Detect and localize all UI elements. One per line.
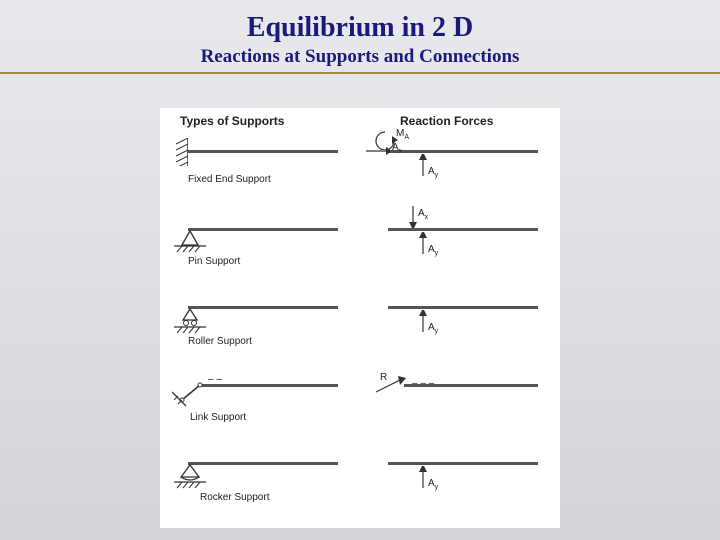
beam-left xyxy=(188,150,338,153)
beam-right xyxy=(388,306,538,309)
ground-hatch-icon xyxy=(174,245,206,253)
moment-label: MA xyxy=(396,128,409,141)
dash2: – – – xyxy=(412,378,434,389)
beam-left xyxy=(188,306,338,309)
page-title: Equilibrium in 2 D xyxy=(0,12,720,44)
col-header-right: Reaction Forces xyxy=(400,114,493,128)
r-label: R xyxy=(380,372,387,383)
vert-arrow-icon xyxy=(418,310,428,334)
support-label: Rocker Support xyxy=(200,492,269,503)
wall-hatch-icon xyxy=(174,138,188,166)
vert-arrow-icon xyxy=(418,232,428,256)
ay-label: Ay xyxy=(428,478,438,491)
ground-hatch-icon xyxy=(174,326,206,334)
divider-line xyxy=(0,72,720,74)
support-label: Roller Support xyxy=(188,336,252,347)
support-label: Fixed End Support xyxy=(188,174,271,185)
col-header-left: Types of Supports xyxy=(180,114,284,128)
ay-label: Ay xyxy=(428,166,438,179)
beam-right xyxy=(388,462,538,465)
beam-left xyxy=(188,228,338,231)
page-subtitle: Reactions at Supports and Connections xyxy=(0,46,720,68)
ay-label: Ay xyxy=(428,244,438,257)
ay-label: Ay xyxy=(428,322,438,335)
horiz-arrow-icon xyxy=(364,146,390,156)
support-label: Link Support xyxy=(190,412,246,423)
ax-arrow-down xyxy=(408,204,418,228)
beam-left xyxy=(188,462,338,465)
ax-label: Ax xyxy=(418,208,428,221)
ax-label: Ax xyxy=(392,142,402,155)
beam-right xyxy=(388,228,538,231)
support-label: Pin Support xyxy=(188,256,240,267)
link-icon xyxy=(172,374,206,410)
vert-arrow-icon xyxy=(418,466,428,490)
inclined-arrow-icon xyxy=(372,376,408,396)
supports-figure: Types of Supports Reaction Forces Fixed … xyxy=(160,108,560,528)
vert-arrow-icon xyxy=(418,154,428,178)
dash: – – xyxy=(208,374,222,385)
beam-right xyxy=(388,150,538,153)
ground-hatch-icon xyxy=(174,481,206,489)
